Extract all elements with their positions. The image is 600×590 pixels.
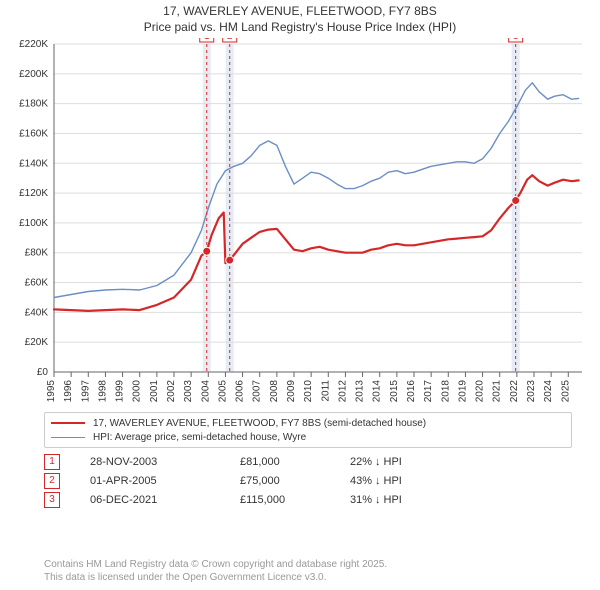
marker-date: 01-APR-2005 [90, 475, 240, 487]
title-line-1: 17, WAVERLEY AVENUE, FLEETWOOD, FY7 8BS [0, 4, 600, 20]
svg-text:3: 3 [513, 38, 519, 42]
marker-delta-suffix: HPI [384, 456, 402, 468]
svg-text:2006: 2006 [235, 380, 246, 403]
svg-text:£160K: £160K [19, 128, 48, 139]
marker-price: £81,000 [240, 456, 350, 468]
svg-text:1995: 1995 [46, 380, 57, 403]
marker-delta: 43%↓HPI [350, 475, 402, 487]
svg-text:2020: 2020 [475, 380, 486, 403]
marker-delta-pct: 22% [350, 456, 372, 468]
svg-text:1999: 1999 [115, 380, 126, 403]
title-line-2: Price paid vs. HM Land Registry's House … [0, 20, 600, 36]
arrow-down-icon: ↓ [375, 475, 381, 487]
arrow-down-icon: ↓ [375, 494, 381, 506]
credits-line-2: This data is licensed under the Open Gov… [44, 571, 387, 584]
svg-text:1998: 1998 [97, 380, 108, 403]
credits-line-1: Contains HM Land Registry data © Crown c… [44, 558, 387, 571]
svg-text:2014: 2014 [372, 380, 383, 403]
legend-swatch [51, 422, 85, 424]
marker-row: 1 28-NOV-2003£81,00022%↓HPI [44, 452, 564, 471]
svg-text:2002: 2002 [166, 380, 177, 403]
arrow-down-icon: ↓ [375, 456, 381, 468]
marker-number-box: 1 [44, 454, 60, 470]
svg-text:2000: 2000 [132, 380, 143, 403]
marker-price: £115,000 [240, 494, 350, 506]
svg-text:£200K: £200K [19, 69, 48, 80]
svg-text:2023: 2023 [526, 380, 537, 403]
legend-swatch [51, 437, 85, 438]
svg-text:2004: 2004 [200, 380, 211, 403]
svg-text:2013: 2013 [355, 380, 366, 403]
marker-delta-suffix: HPI [384, 475, 402, 487]
legend-label: HPI: Average price, semi-detached house,… [93, 432, 306, 443]
svg-text:1: 1 [204, 38, 210, 42]
svg-text:£180K: £180K [19, 99, 48, 110]
marker-date: 28-NOV-2003 [90, 456, 240, 468]
svg-text:£40K: £40K [25, 307, 49, 318]
svg-text:2: 2 [227, 38, 233, 42]
svg-text:£220K: £220K [19, 39, 48, 50]
legend-label: 17, WAVERLEY AVENUE, FLEETWOOD, FY7 8BS … [93, 418, 426, 429]
svg-text:2015: 2015 [389, 380, 400, 403]
legend-row: HPI: Average price, semi-detached house,… [51, 430, 565, 444]
svg-text:2003: 2003 [183, 380, 194, 403]
marker-delta-pct: 31% [350, 494, 372, 506]
svg-text:2011: 2011 [320, 380, 331, 402]
chart-area: £0 £20K £40K £60K £80K £100K £120K £140K £160K £1… [10, 38, 590, 408]
svg-text:2008: 2008 [269, 380, 280, 403]
marker-delta-suffix: HPI [384, 494, 402, 506]
svg-text:£120K: £120K [19, 188, 48, 199]
svg-text:2024: 2024 [543, 380, 554, 403]
marker-date: 06-DEC-2021 [90, 494, 240, 506]
marker-row: 3 06-DEC-2021£115,00031%↓HPI [44, 490, 564, 509]
svg-text:£20K: £20K [25, 337, 49, 348]
svg-text:1996: 1996 [63, 380, 74, 403]
marker-number-box: 2 [44, 473, 60, 489]
svg-text:2009: 2009 [286, 380, 297, 403]
svg-text:£80K: £80K [25, 248, 49, 259]
svg-text:2018: 2018 [440, 380, 451, 403]
legend-box: 17, WAVERLEY AVENUE, FLEETWOOD, FY7 8BS … [44, 412, 572, 448]
legend-row: 17, WAVERLEY AVENUE, FLEETWOOD, FY7 8BS … [51, 416, 565, 430]
svg-text:2016: 2016 [406, 380, 417, 403]
marker-price: £75,000 [240, 475, 350, 487]
svg-text:£0: £0 [37, 367, 49, 378]
marker-table: 128-NOV-2003£81,00022%↓HPI201-APR-2005£7… [44, 452, 564, 509]
svg-text:2025: 2025 [560, 380, 571, 403]
chart-page: { "title": { "line1": "17, WAVERLEY AVEN… [0, 0, 600, 590]
svg-text:2021: 2021 [492, 380, 503, 403]
svg-text:2005: 2005 [217, 380, 228, 403]
svg-text:2010: 2010 [303, 380, 314, 403]
marker-delta: 31%↓HPI [350, 494, 402, 506]
svg-text:2017: 2017 [423, 380, 434, 403]
svg-text:£60K: £60K [25, 278, 49, 289]
chart-title-block: 17, WAVERLEY AVENUE, FLEETWOOD, FY7 8BS … [0, 0, 600, 35]
svg-text:2022: 2022 [509, 380, 520, 403]
svg-text:£100K: £100K [19, 218, 48, 229]
line-chart-svg: £0 £20K £40K £60K £80K £100K £120K £140K £160K £1… [10, 38, 590, 408]
svg-text:£140K: £140K [19, 158, 48, 169]
svg-text:2001: 2001 [149, 380, 160, 403]
svg-text:2019: 2019 [457, 380, 468, 403]
marker-delta: 22%↓HPI [350, 456, 402, 468]
svg-text:1997: 1997 [80, 380, 91, 403]
credits-block: Contains HM Land Registry data © Crown c… [44, 558, 387, 584]
marker-row: 2 01-APR-2005£75,00043%↓HPI [44, 471, 564, 490]
marker-number-box: 3 [44, 492, 60, 508]
marker-delta-pct: 43% [350, 475, 372, 487]
svg-text:2007: 2007 [252, 380, 263, 403]
svg-text:2012: 2012 [337, 380, 348, 403]
